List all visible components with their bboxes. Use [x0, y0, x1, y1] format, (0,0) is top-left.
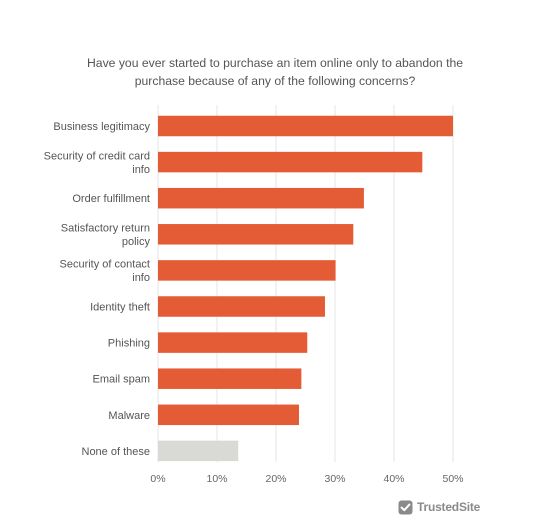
category-label: Order fulfillment: [72, 193, 150, 205]
x-axis-tick-labels: 0% 10% 20% 30% 40% 50%: [150, 473, 463, 485]
bar: [158, 151, 423, 173]
category-label: Satisfactory return: [61, 223, 150, 235]
bar: [158, 260, 336, 281]
category-label: None of these: [82, 446, 151, 458]
category-label: Malware: [108, 410, 150, 422]
x-tick-label: 40%: [383, 473, 404, 485]
bars: [158, 115, 453, 462]
bar: [158, 404, 300, 426]
bar: [158, 332, 308, 353]
trustedsite-logo: TrustedSite: [398, 497, 480, 517]
category-label: Business legitimacy: [53, 121, 150, 133]
x-tick-label: 10%: [206, 473, 227, 485]
bar: [158, 296, 325, 317]
x-tick-label: 30%: [324, 473, 345, 485]
bar: [158, 224, 354, 245]
chart-title-line-1: Have you ever started to purchase an ite…: [86, 56, 464, 70]
x-tick-label: 20%: [265, 473, 286, 485]
x-tick-label: 50%: [442, 473, 463, 485]
x-tick-label: 0%: [150, 473, 165, 485]
bar: [158, 115, 453, 137]
category-label: Phishing: [108, 338, 150, 350]
chart-title-line-2: purchase because of any of the following…: [134, 74, 416, 88]
checkmark-shield-icon: [398, 500, 413, 514]
category-label: info: [132, 272, 150, 284]
category-label: Security of credit card: [44, 150, 150, 162]
category-label: Security of contact: [60, 259, 151, 271]
logo-text: TrustedSite: [417, 500, 481, 514]
category-labels: Business legitimacy Security of credit ca…: [44, 121, 151, 458]
category-label: Identity theft: [90, 302, 150, 314]
bar: [158, 187, 364, 209]
bar: [158, 440, 239, 462]
category-label: Email spam: [93, 374, 150, 386]
category-label: policy: [122, 236, 151, 248]
category-label: info: [132, 164, 150, 176]
bar: [158, 368, 302, 389]
chart-title: Have you ever started to purchase an ite…: [40, 54, 510, 90]
